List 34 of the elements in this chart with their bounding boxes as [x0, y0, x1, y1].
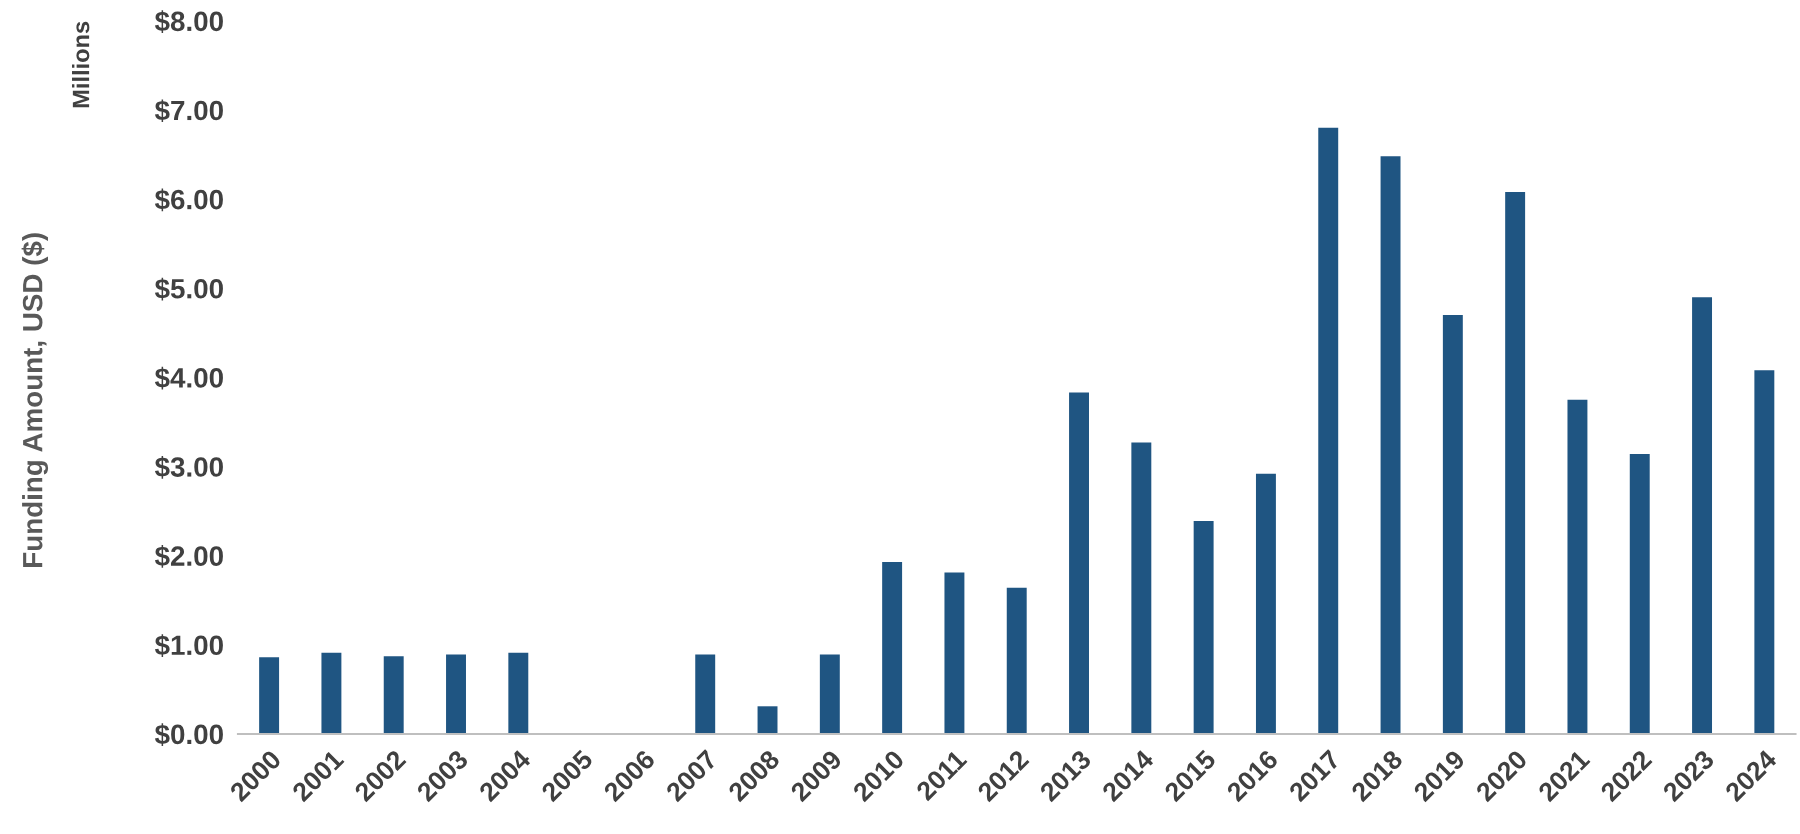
- bar: [757, 706, 778, 734]
- y-tick-label: $3.00: [154, 455, 223, 479]
- bar: [1692, 297, 1713, 734]
- bar: [383, 656, 404, 734]
- bar: [1754, 370, 1775, 734]
- y-tick-label: $5.00: [154, 277, 223, 301]
- bar: [1006, 587, 1027, 734]
- bar: [1255, 473, 1276, 734]
- bar: [1567, 399, 1588, 734]
- y-tick-label: $0.00: [154, 723, 223, 747]
- bar: [1069, 392, 1089, 734]
- bar: [944, 572, 965, 734]
- bar: [819, 654, 840, 734]
- y-tick-label: $2.00: [154, 545, 223, 568]
- bar: [1629, 454, 1650, 734]
- bar: [259, 657, 280, 734]
- bar: [1193, 520, 1214, 734]
- bar: [446, 654, 466, 734]
- bar: [1505, 191, 1526, 734]
- bar: [1442, 314, 1463, 734]
- text: Millions: [72, 21, 90, 108]
- y-tick-label: $1.00: [154, 634, 223, 657]
- bar: [321, 652, 342, 734]
- y-tick-label: $8.00: [154, 10, 223, 33]
- y-tick-label: $7.00: [154, 99, 223, 123]
- y-axis-title: Funding Amount, USD ($): [21, 233, 49, 567]
- bar: [1131, 442, 1152, 734]
- bar: [1318, 127, 1339, 734]
- bar: [882, 561, 903, 734]
- bar: [508, 652, 529, 734]
- y-tick-label: $6.00: [154, 188, 223, 212]
- bar: [695, 654, 716, 734]
- bar: [1380, 156, 1401, 734]
- y-tick-label: $4.00: [154, 366, 223, 390]
